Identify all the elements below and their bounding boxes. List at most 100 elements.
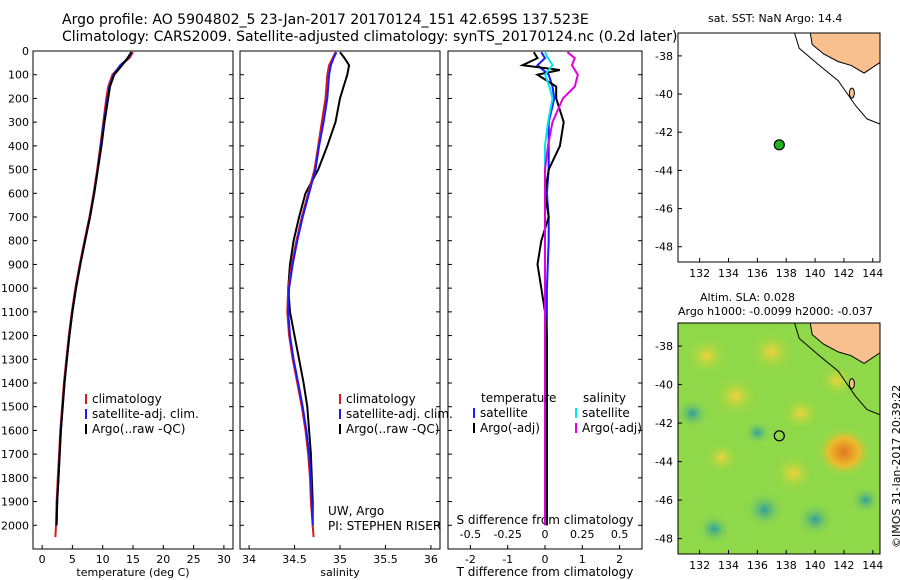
depth-tick-label: 1400: [1, 377, 29, 390]
legend-label-difference: Argo(-adj): [480, 421, 540, 435]
map-lat-tick-label: -48: [655, 241, 673, 254]
t-difference-tick-label: -1: [502, 553, 513, 566]
sla-anomaly: [744, 491, 786, 529]
difference-series-3: [544, 51, 579, 526]
t-difference-tick-label: 1: [579, 553, 586, 566]
depth-tick-label: 1300: [1, 353, 29, 366]
temperature-tick-label: 10: [96, 553, 110, 566]
sla-anomaly: [819, 365, 854, 397]
t-difference-tick-label: -2: [465, 553, 476, 566]
map-lat-tick-label: -46: [655, 203, 673, 216]
legend-label-temperature: climatology: [92, 392, 162, 406]
depth-tick-label: 500: [8, 164, 29, 177]
salinity-tick-label: 35.5: [373, 553, 398, 566]
salinity-series-2: [287, 51, 351, 526]
depth-tick-label: 200: [8, 92, 29, 105]
plot-frame-salinity_profile: [239, 50, 441, 550]
salinity-axis-label: salinity: [320, 566, 360, 579]
map-lat-tick-label: -44: [655, 456, 673, 469]
map-lon-tick-label: 142: [833, 559, 854, 572]
depth-tick-label: 400: [8, 140, 29, 153]
map-lon-tick-label: 134: [718, 267, 739, 280]
land-mass: [809, 323, 880, 364]
map-content-sla_map: [678, 323, 880, 554]
map-lon-tick-label: 144: [862, 267, 883, 280]
legend-label-temperature: satellite-adj. clim.: [92, 407, 199, 421]
sla-anomaly: [697, 513, 732, 545]
s-difference-tick-label: 0.5: [611, 528, 629, 541]
salinity-tick-label: 34: [242, 553, 256, 566]
sla-title-line2: Argo h1000: -0.0099 h2000: -0.037: [678, 305, 873, 318]
map-frame-sla_map: [677, 322, 881, 555]
map-lat-tick-label: -42: [655, 417, 673, 430]
legend-label-difference: satellite: [582, 406, 630, 420]
sla-anomaly: [781, 396, 820, 431]
shelf-contour: [794, 323, 880, 416]
salinity-series-1: [287, 51, 338, 526]
map-lon-tick-label: 138: [776, 559, 797, 572]
shelf-contour: [794, 33, 880, 125]
depth-tick-label: 1600: [1, 424, 29, 437]
legend-label-temperature: Argo(..raw -QC): [92, 422, 185, 436]
map-lon-tick-label: 144: [862, 559, 883, 572]
sla-anomaly: [772, 454, 814, 492]
depth-tick-label: 700: [8, 211, 29, 224]
map-lat-tick-label: -38: [655, 50, 673, 63]
float-position-marker: [773, 430, 785, 442]
depth-tick-label: 900: [8, 258, 29, 271]
map-lat-tick-label: -48: [655, 533, 673, 546]
map-lon-tick-label: 136: [747, 267, 768, 280]
map-lon-tick-label: 132: [689, 267, 710, 280]
depth-tick-label: 1900: [1, 496, 29, 509]
map-lon-tick-label: 138: [776, 267, 797, 280]
legend-title-temperature: temperature: [481, 391, 556, 405]
difference-series-1: [519, 51, 565, 526]
s-difference-tick-label: -0.5: [460, 528, 481, 541]
map-lat-tick-label: -40: [655, 88, 673, 101]
t-difference-axis-label: T difference from climatology: [456, 565, 634, 579]
depth-tick-label: 0: [22, 45, 29, 58]
map-lon-tick-label: 134: [718, 559, 739, 572]
sla-anomaly: [850, 486, 880, 514]
s-difference-tick-label: 0: [542, 528, 549, 541]
map-lat-tick-label: -40: [655, 379, 673, 392]
sla-anomaly: [796, 502, 834, 537]
sla-anomaly: [704, 442, 739, 474]
depth-tick-label: 1200: [1, 330, 29, 343]
plot-frame-temperature_profile: [32, 50, 234, 550]
s-difference-tick-label: 0.25: [570, 528, 595, 541]
sla-anomaly: [686, 337, 728, 375]
depth-tick-label: 100: [8, 69, 29, 82]
map-lat-tick-label: -42: [655, 126, 673, 139]
depth-tick-label: 300: [8, 116, 29, 129]
depth-tick-label: 1100: [1, 306, 29, 319]
legend-label-salinity: Argo(..raw -QC): [346, 422, 439, 436]
t-difference-tick-label: 0: [542, 553, 549, 566]
temperature-tick-label: 25: [187, 553, 201, 566]
temperature-axis-label: temperature (deg C): [76, 566, 189, 579]
depth-tick-label: 800: [8, 235, 29, 248]
map-lon-tick-label: 140: [805, 559, 826, 572]
map-lon-tick-label: 136: [747, 559, 768, 572]
sla-title-line1: Altim. SLA: 0.028: [700, 291, 796, 304]
map-content-location_map: [794, 33, 880, 125]
map-lat-tick-label: -38: [655, 340, 673, 353]
temperature-series-2: [55, 51, 133, 526]
land-mass: [809, 33, 880, 74]
depth-tick-label: 2000: [1, 519, 29, 532]
sla-anomaly: [749, 331, 795, 372]
map-lon-tick-label: 140: [805, 267, 826, 280]
island: [848, 87, 855, 99]
depth-tick-label: 600: [8, 187, 29, 200]
map-frame-location_map: [677, 32, 881, 263]
temperature-tick-label: 5: [69, 553, 76, 566]
float-position-marker: [773, 139, 785, 151]
temperature-tick-label: 0: [39, 553, 46, 566]
legend-label-salinity: climatology: [346, 392, 416, 406]
salinity-tick-label: 34.5: [282, 553, 307, 566]
salinity-tick-label: 35: [333, 553, 347, 566]
legend-label-difference: Argo(-adj): [582, 421, 642, 435]
depth-tick-label: 1000: [1, 282, 29, 295]
map-lat-tick-label: -44: [655, 164, 673, 177]
